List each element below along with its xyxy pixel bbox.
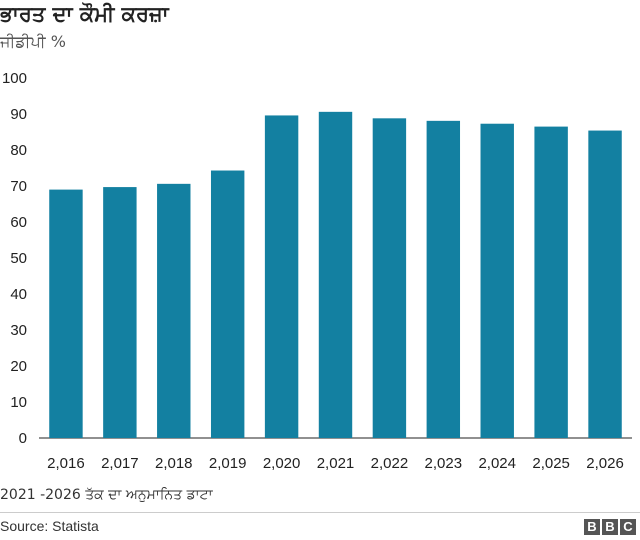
bar-3 (210, 170, 245, 438)
y-tick-label: 90 (10, 106, 27, 123)
y-axis: 0 10 20 30 40 50 60 70 80 90 100 (2, 70, 27, 447)
bar-7 (426, 120, 461, 438)
bar-5 (318, 111, 353, 438)
y-tick-label: 40 (10, 286, 27, 303)
x-tick-label: 2,019 (209, 455, 247, 472)
x-tick-label: 2,017 (101, 455, 139, 472)
x-tick-label: 2,026 (586, 455, 624, 472)
x-tick-label: 2,018 (155, 455, 193, 472)
x-tick-label: 2,022 (371, 455, 409, 472)
y-tick-label: 80 (10, 142, 27, 159)
x-tick-label: 2,023 (425, 455, 463, 472)
bar-8 (480, 123, 514, 438)
y-tick-label: 0 (19, 430, 27, 447)
bbc-logo-letter: B (602, 519, 618, 535)
x-tick-label: 2,020 (263, 455, 301, 472)
bar-6 (372, 118, 407, 438)
chart-title: ਭਾਰਤ ਦਾ ਕੌਮੀ ਕਰਜ਼ਾ (0, 2, 169, 26)
bar-4 (264, 115, 299, 438)
footnote: 2021 -2026 ਤੱਕ ਦਾ ਅਨੁਮਾਨਿਤ ਡਾਟਾ (0, 487, 213, 503)
divider (0, 512, 640, 513)
bbc-logo: B B C (584, 519, 636, 535)
bar-9 (534, 126, 568, 438)
x-axis: 2,016 2,017 2,018 2,019 2,020 2,021 2,022 2,023… (47, 455, 624, 472)
bars (49, 111, 622, 438)
y-tick-label: 10 (10, 394, 27, 411)
bbc-logo-letter: B (584, 519, 600, 535)
x-tick-label: 2,025 (532, 455, 570, 472)
bar-0 (49, 189, 83, 438)
y-tick-label: 70 (10, 178, 27, 195)
bar-10 (588, 130, 622, 438)
x-tick-label: 2,021 (317, 455, 355, 472)
y-tick-label: 50 (10, 250, 27, 267)
bar-2 (157, 183, 191, 438)
bar-1 (103, 187, 137, 438)
x-tick-label: 2,024 (478, 455, 516, 472)
bbc-logo-letter: C (620, 519, 636, 535)
source-label: Source: Statista (0, 518, 99, 534)
x-tick-label: 2,016 (47, 455, 85, 472)
chart-subtitle: ਜੀਡੀਪੀ % (0, 32, 66, 51)
y-tick-label: 30 (10, 322, 27, 339)
y-tick-label: 20 (10, 358, 27, 375)
y-tick-label: 60 (10, 214, 27, 231)
y-tick-label: 100 (2, 70, 27, 87)
